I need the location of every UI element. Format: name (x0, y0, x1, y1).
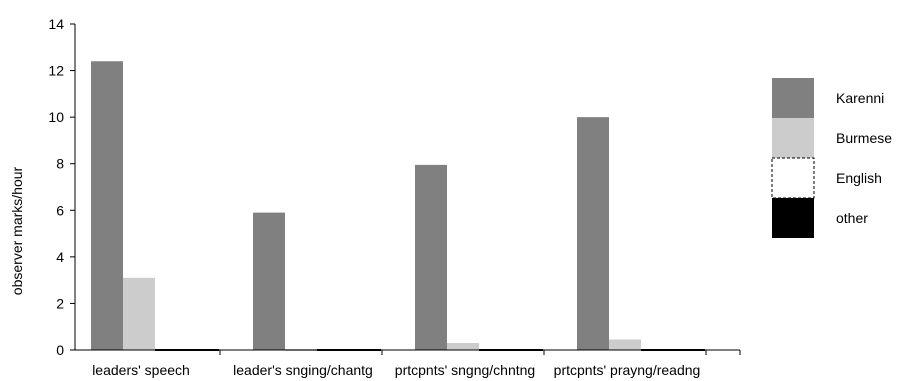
y-tick-label: 10 (48, 109, 64, 125)
legend-swatch-karenni (772, 78, 814, 118)
bar-karenni (415, 164, 447, 350)
y-tick-label: 4 (56, 249, 64, 265)
legend-label-other: other (836, 210, 868, 226)
legend-swatch-burmese (772, 118, 814, 158)
y-tick-label: 0 (56, 342, 64, 358)
x-category-label: leaders' speech (92, 362, 190, 378)
y-tick-label: 12 (48, 63, 64, 79)
plot-area (91, 61, 705, 351)
y-axis: 0 2 4 6 8 10 12 14 (48, 16, 76, 358)
bar-karenni (91, 61, 123, 350)
legend-label-burmese: Burmese (836, 130, 892, 146)
bar-karenni (253, 212, 285, 350)
x-category-label: leader's snging/chantg (233, 362, 373, 378)
y-tick-label: 2 (56, 295, 64, 311)
x-axis: leaders' speech leader's snging/chantg prt… (75, 349, 741, 378)
bar-karenni (577, 117, 609, 351)
bar-burmese (609, 339, 641, 350)
legend-swatch-english (771, 157, 815, 199)
bar-burmese (123, 277, 155, 350)
bar-burmese (447, 343, 479, 350)
legend-swatch-other (772, 198, 814, 238)
y-axis-label: observer marks/hour (9, 166, 25, 295)
legend-label-karenni: Karenni (836, 90, 884, 106)
y-tick-label: 14 (48, 16, 64, 32)
x-category-label: prtcpnts' sngng/chntng (395, 362, 535, 378)
y-tick-label: 8 (56, 156, 64, 172)
y-tick-label: 6 (56, 202, 64, 218)
x-category-label: prtcpnts' prayng/readng (554, 362, 701, 378)
legend: Karenni Burmese English other (771, 78, 892, 238)
legend-label-english: English (836, 170, 882, 186)
